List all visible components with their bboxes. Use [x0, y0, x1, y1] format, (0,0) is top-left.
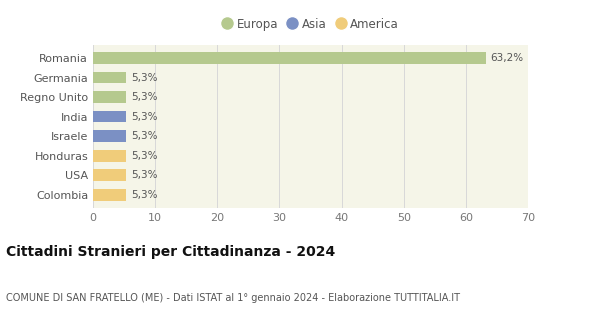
Text: Cittadini Stranieri per Cittadinanza - 2024: Cittadini Stranieri per Cittadinanza - 2…	[6, 245, 335, 259]
Text: COMUNE DI SAN FRATELLO (ME) - Dati ISTAT al 1° gennaio 2024 - Elaborazione TUTTI: COMUNE DI SAN FRATELLO (ME) - Dati ISTAT…	[6, 293, 460, 303]
Bar	[93, 111, 126, 123]
Text: 63,2%: 63,2%	[491, 53, 524, 63]
Text: 5,3%: 5,3%	[131, 170, 157, 180]
Bar	[93, 189, 126, 201]
Bar	[93, 52, 486, 64]
Text: 5,3%: 5,3%	[131, 73, 157, 83]
Bar	[93, 150, 126, 162]
Bar	[93, 169, 126, 181]
Bar	[93, 91, 126, 103]
Text: 5,3%: 5,3%	[131, 190, 157, 200]
Text: 5,3%: 5,3%	[131, 92, 157, 102]
Bar	[93, 72, 126, 84]
Text: 5,3%: 5,3%	[131, 131, 157, 141]
Legend: Europa, Asia, America: Europa, Asia, America	[223, 18, 398, 31]
Text: 5,3%: 5,3%	[131, 112, 157, 122]
Text: 5,3%: 5,3%	[131, 151, 157, 161]
Bar	[93, 130, 126, 142]
